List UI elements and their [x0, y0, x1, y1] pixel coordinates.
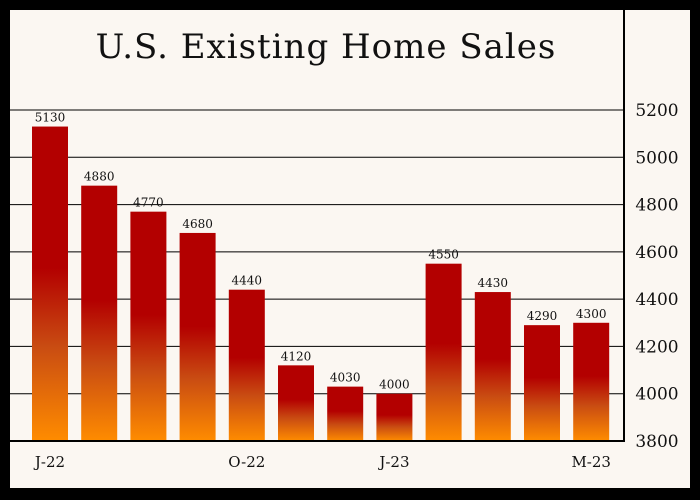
y-tick-label: 4200 [635, 337, 678, 357]
data-labels: 5130 4880 4770 4680 4440 4120 4030 4000 4550 4430… [35, 111, 607, 392]
data-label: 4770 [133, 196, 164, 210]
data-label: 4000 [379, 378, 410, 392]
bar [130, 211, 167, 441]
y-tick-label: 4400 [635, 290, 678, 310]
data-label: 4550 [428, 248, 459, 262]
y-tick-label: 4600 [635, 243, 678, 263]
bar [524, 325, 560, 441]
data-label: 4300 [576, 307, 607, 321]
bar [474, 292, 511, 441]
y-tick-label: 4800 [635, 196, 678, 216]
bar [32, 126, 68, 442]
bar [376, 393, 413, 441]
x-axis-tick-labels: J-22 O-22 J-23 M-23 [33, 453, 611, 471]
data-label: 5130 [35, 111, 66, 125]
y-tick-label: 4000 [635, 385, 678, 405]
bar [327, 386, 364, 441]
y-tick-label: 5200 [635, 101, 678, 121]
bar [425, 263, 462, 441]
x-tick-label: O-22 [228, 453, 265, 471]
data-label: 4880 [84, 170, 115, 184]
data-label: 4430 [478, 276, 509, 290]
bar [573, 322, 610, 441]
bar [278, 365, 314, 441]
chart-frame: 5130 4880 4770 4680 4440 4120 4030 4000 4550 4430… [10, 10, 690, 488]
data-label: 4680 [182, 217, 213, 231]
x-tick-label: J-23 [377, 453, 409, 471]
chart-title: U.S. Existing Home Sales [96, 27, 557, 67]
bars [32, 126, 610, 442]
bar [179, 232, 216, 441]
y-tick-label: 5000 [635, 148, 678, 168]
y-tick-label: 3800 [635, 432, 678, 452]
x-tick-label: J-22 [33, 453, 65, 471]
y-axis-tick-labels: 3800 4000 4200 4400 4600 4800 5000 5200 [635, 101, 678, 452]
data-label: 4440 [232, 274, 263, 288]
bar [228, 289, 265, 441]
bar-chart: 5130 4880 4770 4680 4440 4120 4030 4000 4550 4430… [10, 10, 679, 471]
bar [81, 185, 118, 441]
data-label: 4030 [330, 371, 361, 385]
data-label: 4290 [527, 309, 558, 323]
data-label: 4120 [281, 349, 312, 363]
x-tick-label: M-23 [571, 453, 611, 471]
